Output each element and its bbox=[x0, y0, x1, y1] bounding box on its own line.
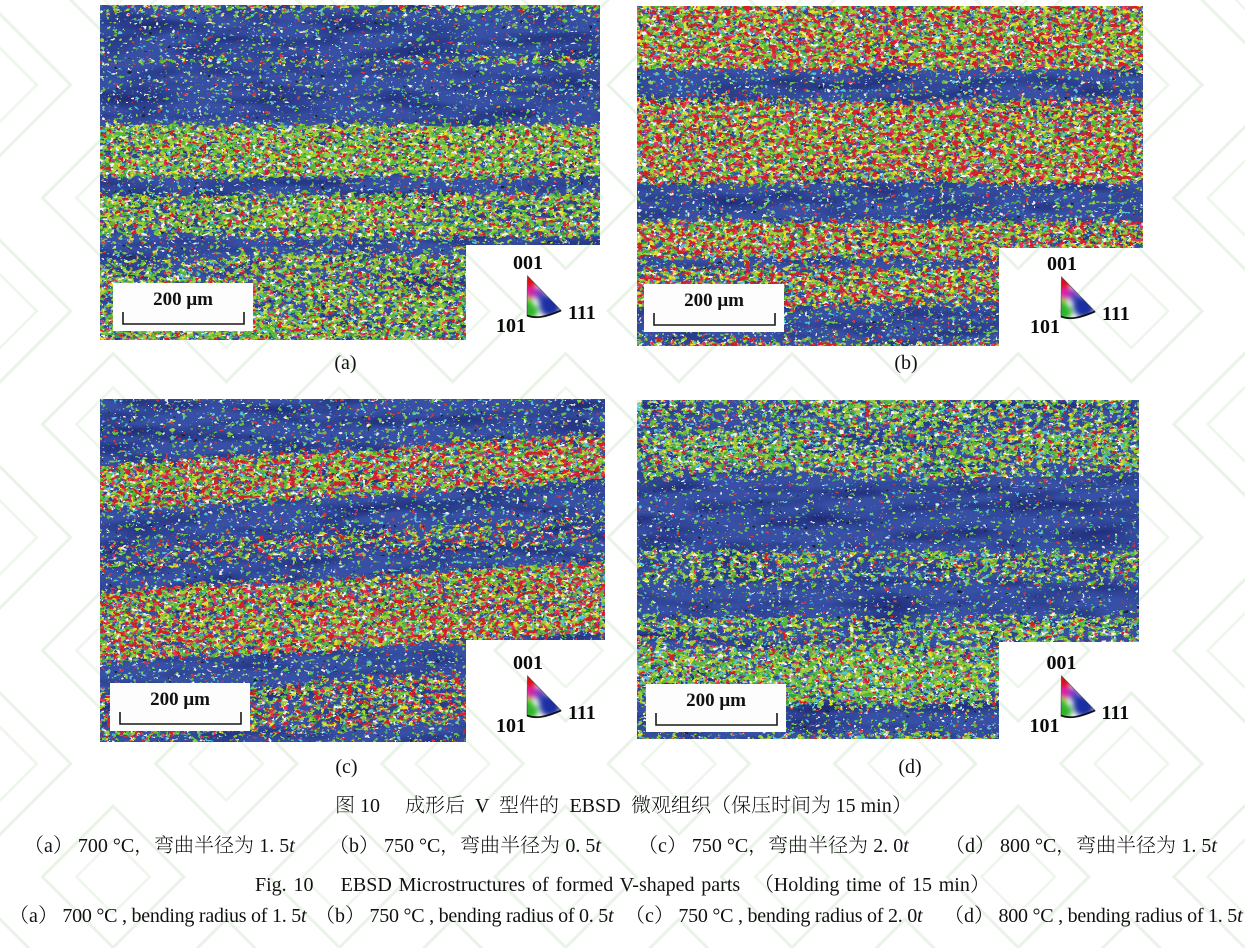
svg-text:200 μm: 200 μm bbox=[686, 690, 746, 711]
svg-text:200 μm: 200 μm bbox=[153, 289, 213, 310]
svg-text:200 μm: 200 μm bbox=[684, 290, 744, 311]
svg-text:200 μm: 200 μm bbox=[150, 689, 210, 710]
